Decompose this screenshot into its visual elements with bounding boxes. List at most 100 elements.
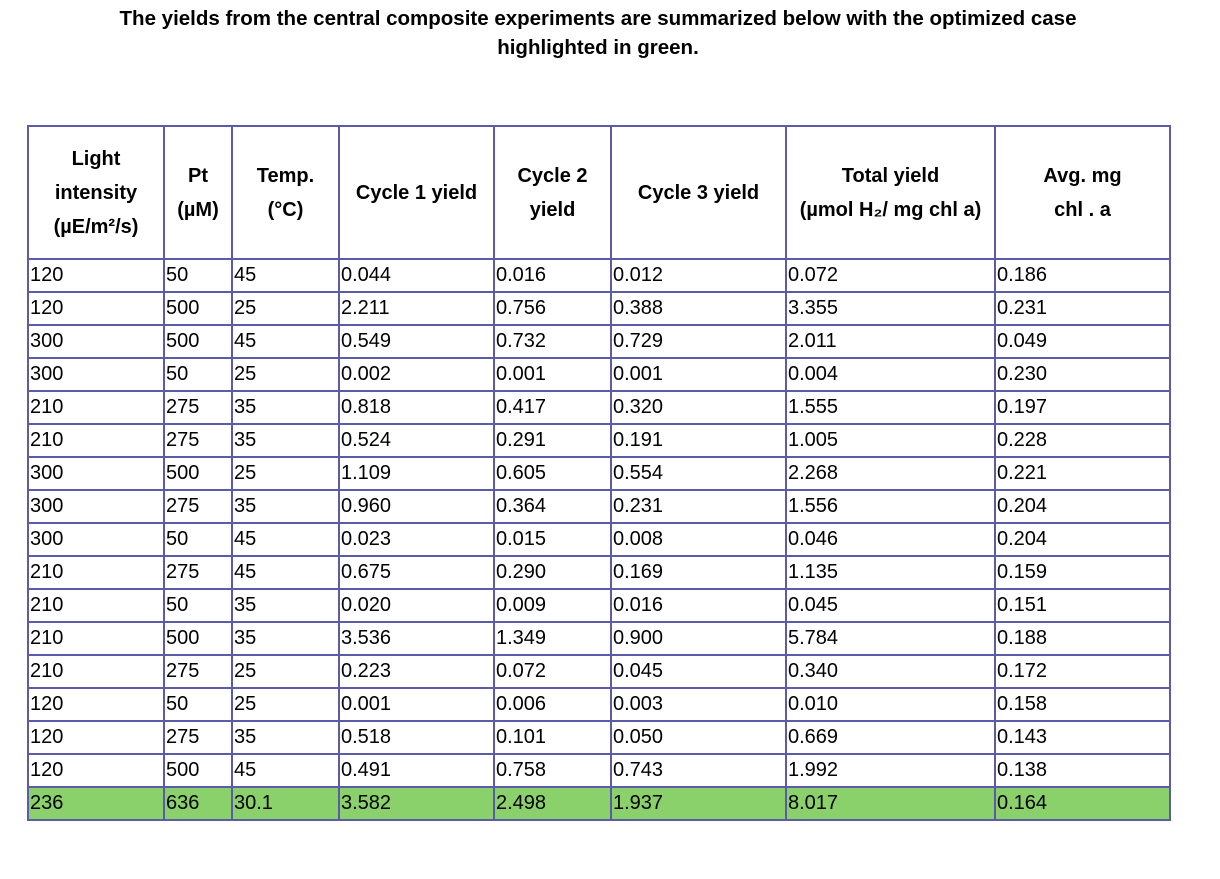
table-cell: 0.001 — [493, 357, 612, 392]
table-cell: 120 — [27, 258, 165, 293]
table-cell: 0.491 — [338, 753, 495, 788]
table-cell: 50 — [163, 588, 233, 623]
table-cell: 50 — [163, 258, 233, 293]
caption: The yields from the central composite ex… — [0, 4, 1196, 62]
table-cell: 0.164 — [994, 786, 1171, 821]
table-row: 300 50 25 0.002 0.001 0.001 0.004 0.230 — [27, 357, 1171, 392]
table-cell: 35 — [231, 489, 340, 524]
table-cell: 50 — [163, 687, 233, 722]
table-cell: 25 — [231, 687, 340, 722]
table-cell: 0.197 — [994, 390, 1171, 425]
table-cell: 210 — [27, 390, 165, 425]
header-text: yield — [529, 198, 576, 221]
table-cell: 35 — [231, 621, 340, 656]
table-cell: 120 — [27, 753, 165, 788]
header-text: Cycle 2 — [517, 164, 588, 187]
table-row: 210 275 45 0.675 0.290 0.169 1.135 0.159 — [27, 555, 1171, 590]
table-cell: 0.230 — [994, 357, 1171, 392]
header-cycle-2-yield: Cycle 2 yield — [493, 125, 612, 260]
table-cell: 0.015 — [493, 522, 612, 557]
table-cell: 0.188 — [994, 621, 1171, 656]
header-text: Light — [71, 147, 121, 170]
table-cell: 1.005 — [785, 423, 996, 458]
table-cell: 1.135 — [785, 555, 996, 590]
table-cell: 500 — [163, 291, 233, 326]
table-cell: 0.605 — [493, 456, 612, 491]
table-cell: 0.191 — [610, 423, 787, 458]
header-text: Cycle 3 yield — [637, 181, 760, 204]
table-cell: 0.388 — [610, 291, 787, 326]
table-cell: 120 — [27, 291, 165, 326]
table-cell: 300 — [27, 456, 165, 491]
table-cell: 0.549 — [338, 324, 495, 359]
table-cell: 1.555 — [785, 390, 996, 425]
header-text: Avg. mg — [1043, 164, 1122, 187]
table-cell: 1.556 — [785, 489, 996, 524]
header-text: Cycle 1 yield — [355, 181, 478, 204]
table-row: 300 500 45 0.549 0.732 0.729 2.011 0.049 — [27, 324, 1171, 359]
table-cell: 0.518 — [338, 720, 495, 755]
table-row: 300 500 25 1.109 0.605 0.554 2.268 0.221 — [27, 456, 1171, 491]
table-cell: 0.732 — [493, 324, 612, 359]
header-temp: Temp. (°C) — [231, 125, 340, 260]
table-cell: 0.186 — [994, 258, 1171, 293]
table-row: 210 275 25 0.223 0.072 0.045 0.340 0.172 — [27, 654, 1171, 689]
table-cell: 1.992 — [785, 753, 996, 788]
table-cell: 500 — [163, 753, 233, 788]
table-cell: 275 — [163, 720, 233, 755]
table-cell: 0.743 — [610, 753, 787, 788]
table-cell: 0.159 — [994, 555, 1171, 590]
table-cell: 2.498 — [493, 786, 612, 821]
table-cell: 25 — [231, 357, 340, 392]
table-cell: 0.758 — [493, 753, 612, 788]
table-row: 120 500 45 0.491 0.758 0.743 1.992 0.138 — [27, 753, 1171, 788]
table-cell: 0.231 — [994, 291, 1171, 326]
optimized-row: 236 636 30.1 3.582 2.498 1.937 8.017 0.164 — [27, 786, 1171, 821]
table-cell: 236 — [27, 786, 165, 821]
table-cell: 50 — [163, 357, 233, 392]
table-cell: 0.320 — [610, 390, 787, 425]
table-cell: 0.960 — [338, 489, 495, 524]
table-cell: 0.046 — [785, 522, 996, 557]
table-cell: 0.101 — [493, 720, 612, 755]
table-cell: 0.050 — [610, 720, 787, 755]
table-cell: 1.937 — [610, 786, 787, 821]
table-cell: 120 — [27, 687, 165, 722]
table-cell: 35 — [231, 423, 340, 458]
table-cell: 0.003 — [610, 687, 787, 722]
table-cell: 45 — [231, 324, 340, 359]
table-cell: 120 — [27, 720, 165, 755]
table-cell: 300 — [27, 489, 165, 524]
caption-line-1: The yields from the central composite ex… — [119, 7, 1077, 30]
table-cell: 0.045 — [610, 654, 787, 689]
table-cell: 0.169 — [610, 555, 787, 590]
table-row: 120 500 25 2.211 0.756 0.388 3.355 0.231 — [27, 291, 1171, 326]
caption-line-2: highlighted in green. — [497, 36, 699, 59]
table-cell: 275 — [163, 489, 233, 524]
table-cell: 210 — [27, 423, 165, 458]
table-cell: 8.017 — [785, 786, 996, 821]
table-cell: 45 — [231, 522, 340, 557]
table-cell: 35 — [231, 720, 340, 755]
table-cell: 0.049 — [994, 324, 1171, 359]
table-row: 120 50 25 0.001 0.006 0.003 0.010 0.158 — [27, 687, 1171, 722]
table-cell: 500 — [163, 456, 233, 491]
table-cell: 0.072 — [785, 258, 996, 293]
header-text: Total yield — [841, 164, 940, 187]
table-cell: 0.016 — [610, 588, 787, 623]
table-cell: 300 — [27, 522, 165, 557]
header-text: Temp. — [256, 164, 315, 187]
table-body: 120 50 45 0.044 0.016 0.012 0.072 0.186 120 500 25… — [27, 258, 1171, 821]
table-cell: 2.011 — [785, 324, 996, 359]
table-cell: 0.900 — [610, 621, 787, 656]
table-cell: 3.536 — [338, 621, 495, 656]
table-cell: 0.008 — [610, 522, 787, 557]
table-cell: 300 — [27, 324, 165, 359]
table-cell: 1.349 — [493, 621, 612, 656]
table-cell: 0.221 — [994, 456, 1171, 491]
table-cell: 0.340 — [785, 654, 996, 689]
table-cell: 0.001 — [338, 687, 495, 722]
table-cell: 0.020 — [338, 588, 495, 623]
header-text: intensity — [54, 181, 138, 204]
table-cell: 0.010 — [785, 687, 996, 722]
